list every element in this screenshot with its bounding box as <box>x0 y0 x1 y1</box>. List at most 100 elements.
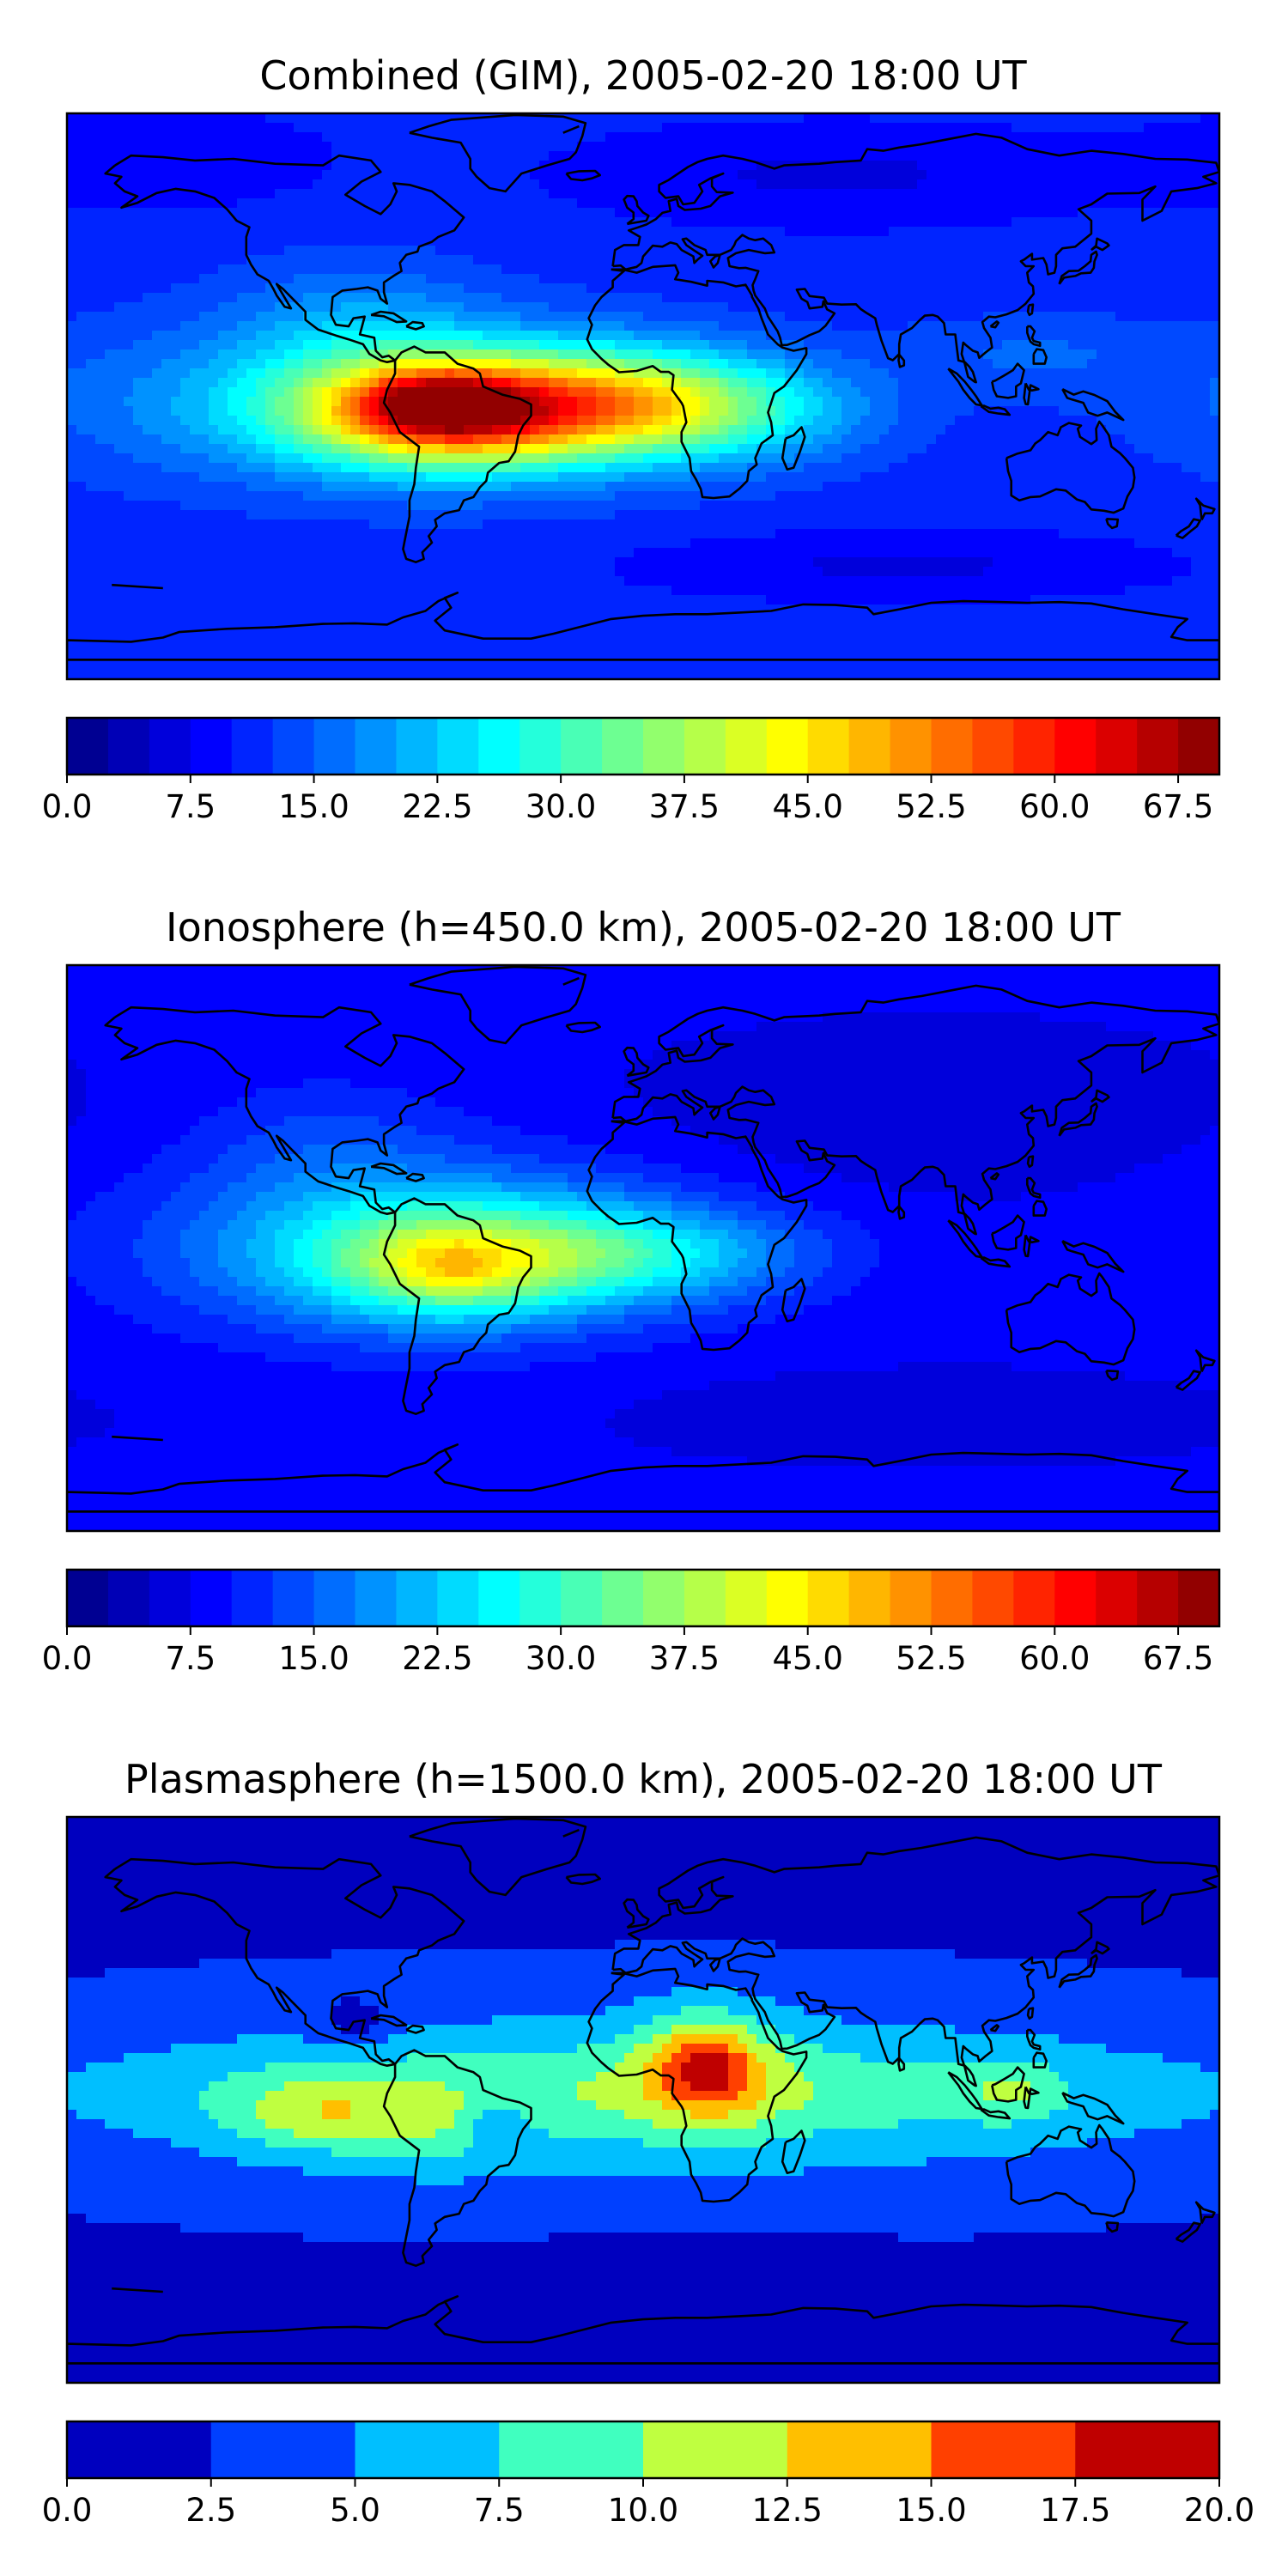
contour-cell <box>1210 312 1219 322</box>
contour-cell <box>209 397 219 407</box>
contour-cell <box>662 491 672 501</box>
contour-cell <box>407 321 417 331</box>
contour-cell <box>1191 283 1201 294</box>
contour-cell <box>1125 378 1135 388</box>
contour-cell <box>218 387 228 398</box>
contour-cell <box>341 453 351 464</box>
contour-cell <box>199 255 210 265</box>
contour-cell <box>114 283 125 294</box>
contour-cell <box>690 491 701 501</box>
contour-cell <box>520 255 531 265</box>
contour-cell <box>539 255 550 265</box>
contour-cell <box>870 434 880 445</box>
contour-cell <box>492 198 502 209</box>
contour-cell <box>218 255 228 265</box>
contour-cell <box>464 123 474 133</box>
contour-cell <box>445 340 455 350</box>
contour-cell <box>237 406 247 416</box>
contour-cell <box>766 359 776 369</box>
contour-cell <box>114 217 125 228</box>
contour-cell <box>360 378 370 388</box>
contour-cell <box>124 378 134 388</box>
contour-cell <box>1021 368 1031 379</box>
contour-cell <box>218 217 228 228</box>
contour-cell <box>653 491 663 501</box>
contour-cell <box>246 349 257 360</box>
contour-cell <box>898 349 908 360</box>
contour-cell <box>605 198 616 209</box>
contour-cell <box>67 463 77 473</box>
contour-cell <box>388 331 398 341</box>
contour-cell <box>1144 283 1154 294</box>
contour-cell <box>1115 321 1126 331</box>
contour-cell <box>454 132 465 143</box>
contour-cell <box>1040 170 1050 180</box>
contour-cell <box>917 416 927 426</box>
contour-cell <box>76 321 87 331</box>
contour-cell <box>955 312 965 322</box>
contour-cell <box>1172 142 1182 152</box>
contour-cell <box>1030 142 1041 152</box>
contour-cell <box>615 208 625 218</box>
contour-cell <box>728 321 738 331</box>
contour-cell <box>322 283 332 294</box>
contour-cell <box>993 368 1003 379</box>
contour-cell <box>511 283 521 294</box>
contour-cell <box>1002 142 1012 152</box>
contour-cell <box>955 151 965 161</box>
contour-cell <box>416 472 427 483</box>
contour-cell <box>794 264 805 275</box>
contour-cell <box>360 198 370 209</box>
contour-cell <box>832 359 842 369</box>
contour-cell <box>294 387 304 398</box>
contour-cell <box>643 331 653 341</box>
contour-cell <box>634 482 644 492</box>
contour-cell <box>143 331 153 341</box>
contour-cell <box>794 142 805 152</box>
contour-cell <box>218 463 228 473</box>
contour-cell <box>407 453 417 464</box>
contour-cell <box>1068 302 1078 313</box>
contour-cell <box>350 453 361 464</box>
contour-cell <box>1097 217 1107 228</box>
contour-cell <box>955 472 965 483</box>
contour-cell <box>1191 274 1201 284</box>
contour-cell <box>681 246 691 256</box>
contour-cell <box>643 255 653 265</box>
contour-cell <box>322 302 332 313</box>
contour-cell <box>143 416 153 426</box>
contour-cell <box>161 368 172 379</box>
contour-cell <box>577 340 587 350</box>
contour-cell <box>1002 444 1012 454</box>
contour-cell <box>190 179 200 190</box>
contour-cell <box>369 236 380 246</box>
contour-cell <box>577 283 587 294</box>
contour-cell <box>747 425 757 435</box>
contour-cell <box>964 425 975 435</box>
contour-cell <box>1191 434 1201 445</box>
contour-cell <box>615 359 625 369</box>
contour-cell <box>709 321 720 331</box>
contour-cell <box>284 142 295 152</box>
contour-cell <box>209 491 219 501</box>
contour-cell <box>369 359 380 369</box>
contour-cell <box>1210 416 1219 426</box>
contour-cell <box>398 331 408 341</box>
contour-cell <box>284 283 295 294</box>
contour-cell <box>766 444 776 454</box>
contour-cell <box>709 274 720 284</box>
contour-cell <box>653 208 663 218</box>
contour-cell <box>199 217 210 228</box>
contour-cell <box>945 378 956 388</box>
contour-cell <box>917 142 927 152</box>
contour-cell <box>76 293 87 303</box>
contour-cell <box>530 472 540 483</box>
contour-cell <box>1115 463 1126 473</box>
contour-cell <box>1097 340 1107 350</box>
contour-cell <box>454 472 465 483</box>
contour-cell <box>520 406 531 416</box>
contour-cell <box>76 349 87 360</box>
contour-cell <box>1134 321 1145 331</box>
contour-cell <box>813 482 823 492</box>
contour-cell <box>1163 170 1173 180</box>
